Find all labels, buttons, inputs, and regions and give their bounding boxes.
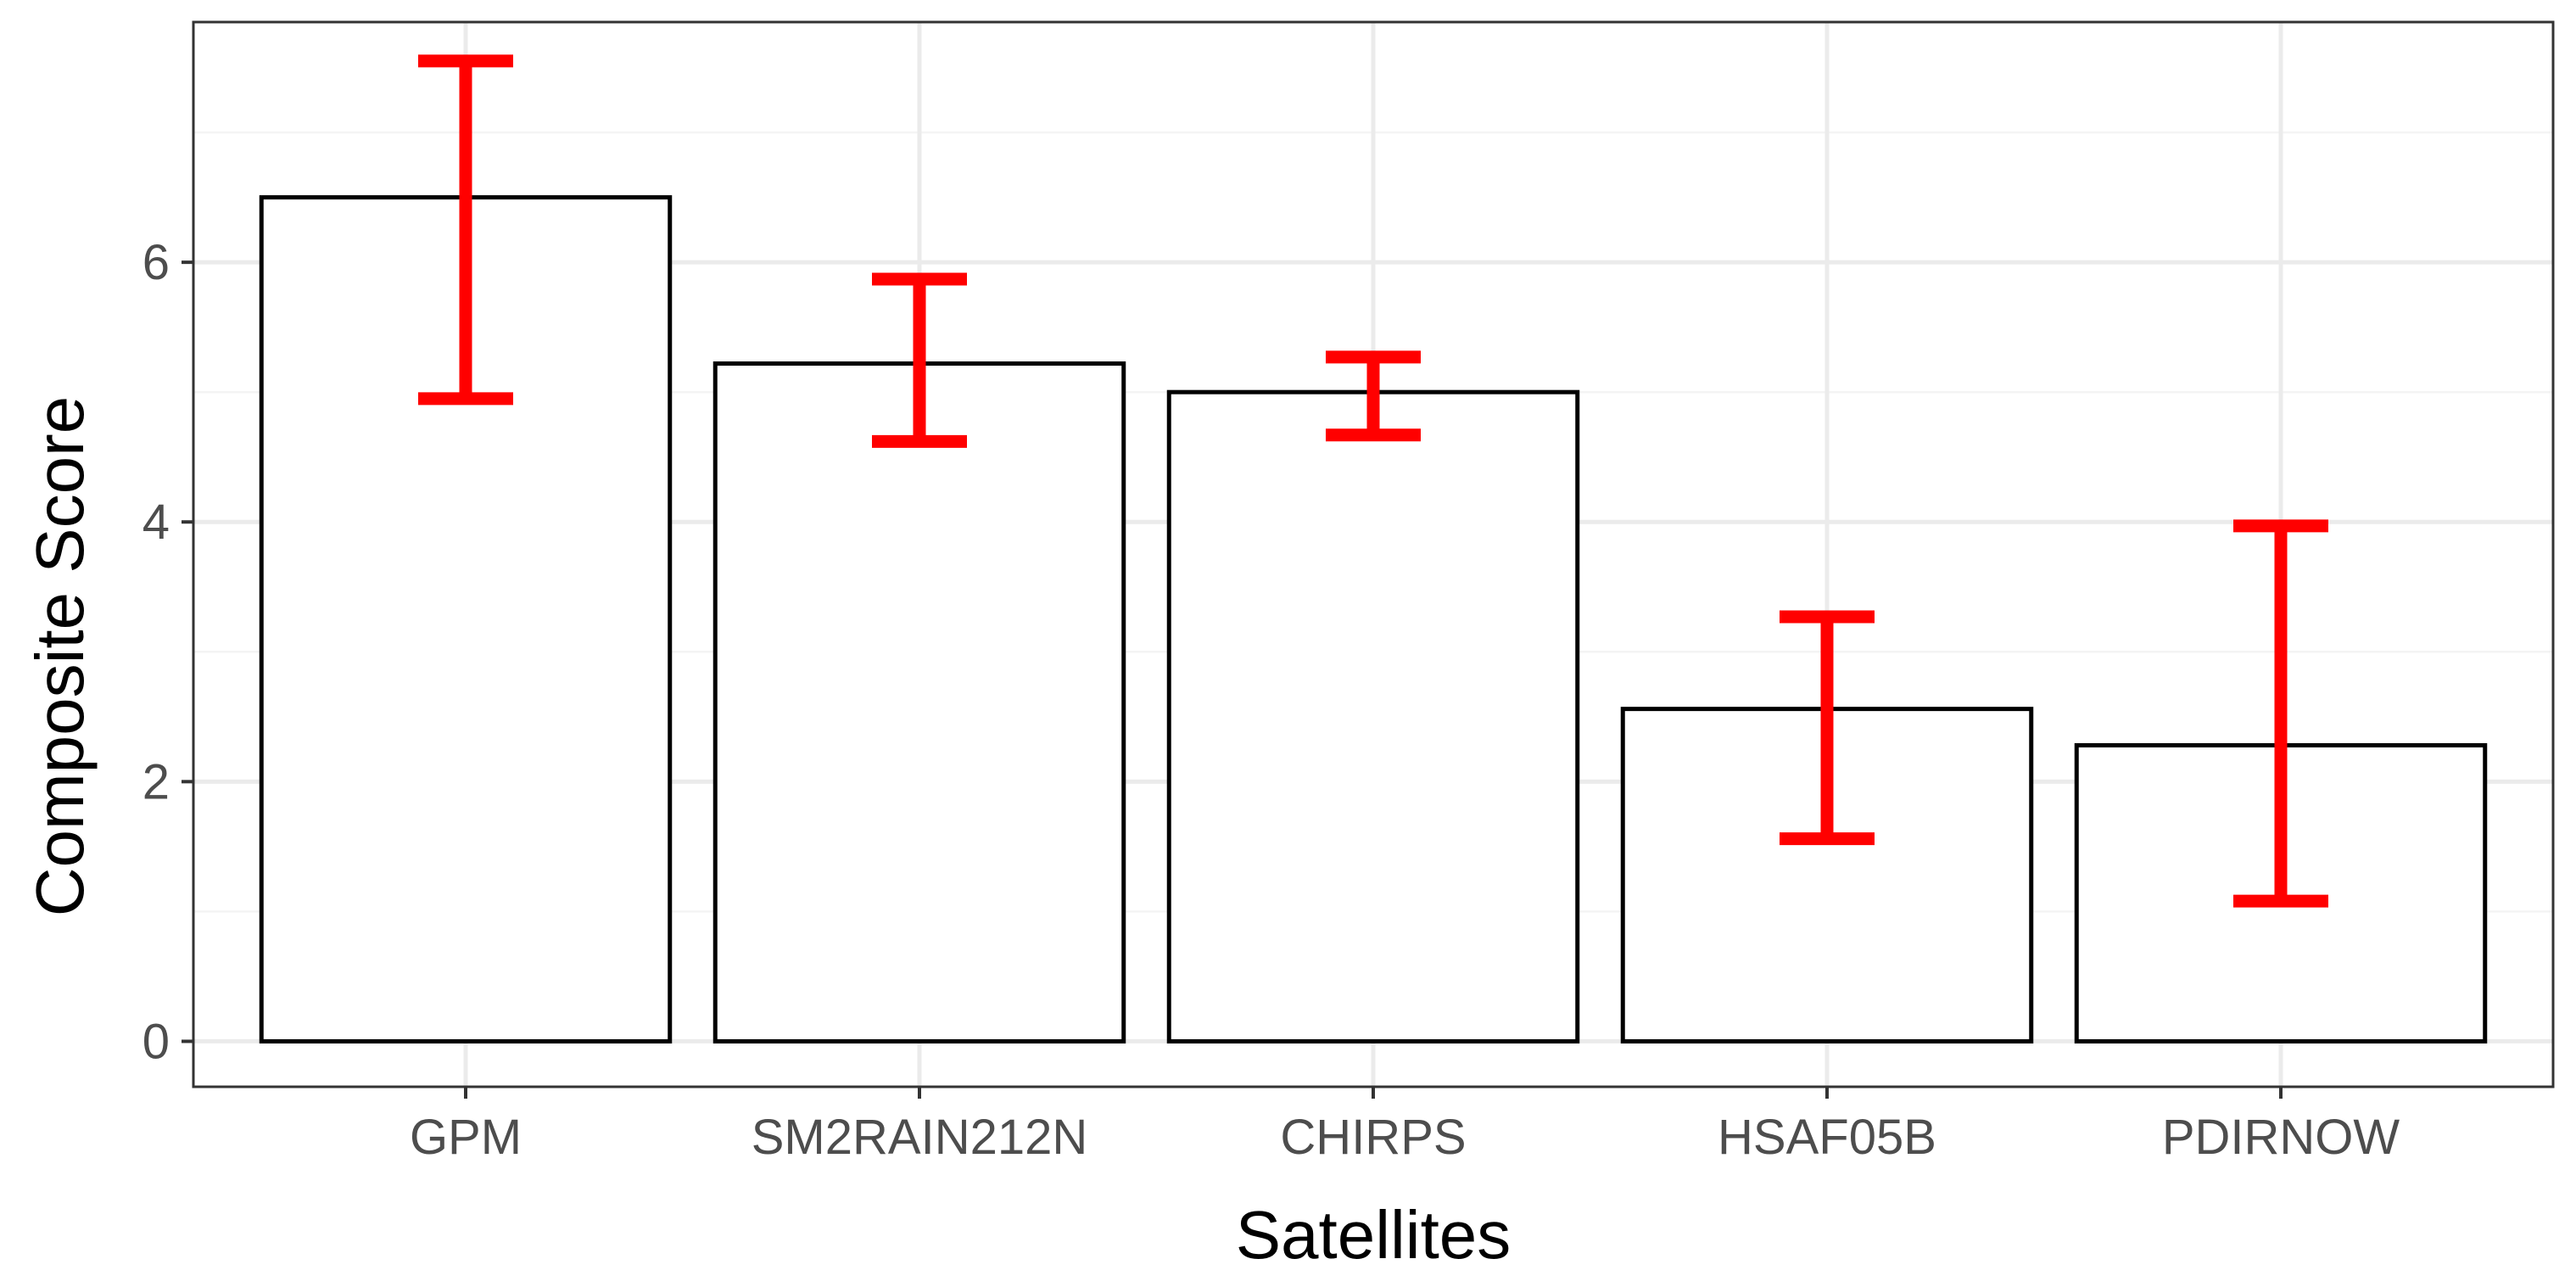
bar-sm2rain212n — [712, 361, 1126, 1044]
x-tick-label: PDIRNOW — [2162, 1110, 2400, 1165]
y-tick-label: 4 — [142, 495, 170, 550]
error-bars — [418, 54, 2328, 908]
error-bar-sm2rain212n — [872, 272, 967, 448]
y-tick-label: 0 — [142, 1014, 170, 1069]
x-tick-label: GPM — [410, 1110, 522, 1165]
error-bar-chirps — [1326, 350, 1421, 442]
error-bar-hsaf05b — [1780, 610, 1875, 846]
x-tick-label: SM2RAIN212N — [752, 1110, 1087, 1165]
y-tick-label: 2 — [142, 754, 170, 809]
axis-ticks: 0 2 4 6 GPM SM2RAIN212N CHIRPS HSAF05B PDIRNOW — [142, 235, 2400, 1165]
x-axis-title: Satellites — [1236, 1197, 1512, 1273]
y-axis-title: Composite Score — [22, 396, 98, 917]
bars — [259, 195, 2488, 1044]
x-tick-label: HSAF05B — [1718, 1110, 1936, 1165]
bar-chirps — [1166, 389, 1580, 1044]
error-bar-pdirnow — [2233, 519, 2328, 908]
y-tick-label: 6 — [142, 235, 170, 290]
error-bar-gpm — [418, 54, 513, 406]
x-tick-label: CHIRPS — [1280, 1110, 1466, 1165]
